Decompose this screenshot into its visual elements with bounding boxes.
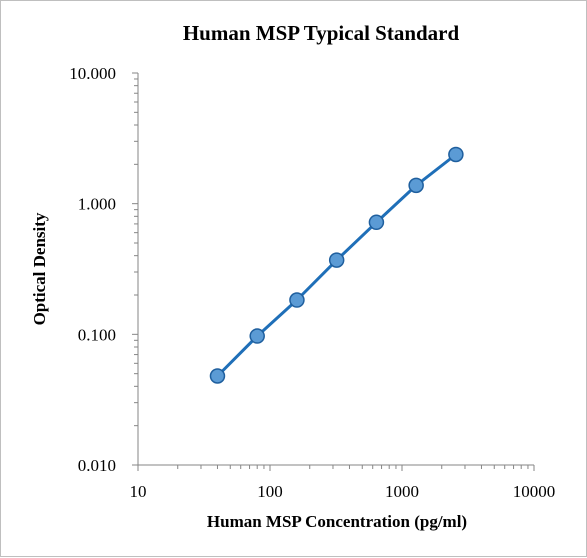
data-point: [209, 368, 226, 384]
y-tick-label: 1.000: [78, 195, 116, 214]
data-point: [408, 177, 424, 194]
y-tick-label: 10.000: [69, 64, 116, 83]
data-point: [249, 328, 265, 344]
y-tick-label: 0.100: [78, 325, 116, 344]
y-axis-label: Optical Density: [30, 212, 49, 325]
x-tick-label: 10000: [513, 482, 556, 501]
data-point: [328, 252, 345, 268]
y-tick-label: 0.010: [78, 456, 116, 475]
x-tick-label: 100: [257, 482, 283, 501]
x-tick-label: 10: [130, 482, 147, 501]
x-tick-label: 1000: [385, 482, 419, 501]
data-point: [448, 146, 464, 163]
x-axis-label: Human MSP Concentration (pg/ml): [207, 512, 467, 531]
data-point: [289, 292, 305, 308]
chart-title: Human MSP Typical Standard: [183, 21, 460, 45]
data-point: [368, 214, 385, 231]
